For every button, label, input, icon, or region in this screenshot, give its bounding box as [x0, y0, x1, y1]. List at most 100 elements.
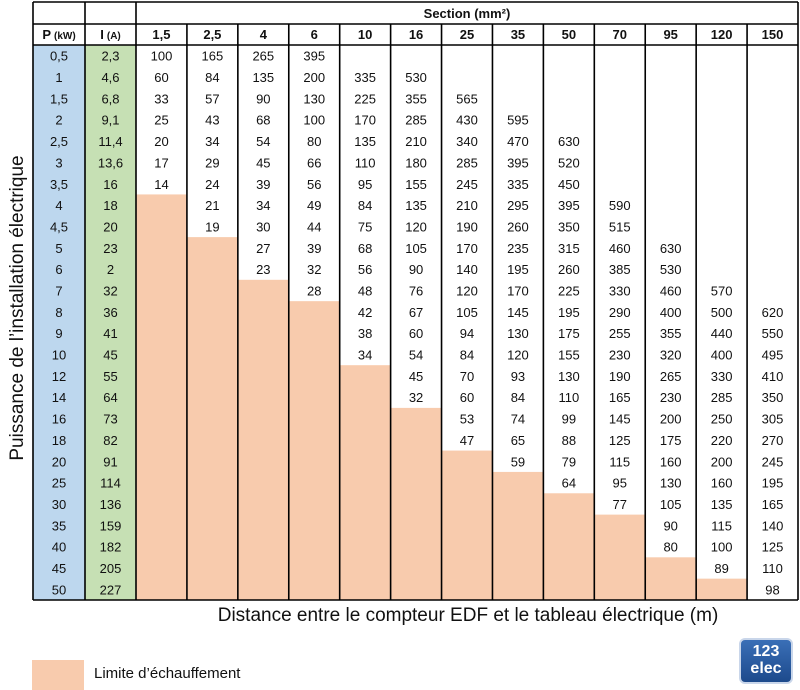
distance-value: 155 — [558, 348, 580, 363]
distance-value: 77 — [613, 497, 627, 512]
distance-value: 335 — [354, 70, 376, 85]
distance-value: 260 — [558, 262, 580, 277]
distance-value: 29 — [205, 155, 219, 170]
logo-number: 123 — [752, 643, 780, 660]
column-header-120: 120 — [711, 27, 733, 42]
distance-value: 255 — [609, 326, 631, 341]
distance-value: 395 — [558, 198, 580, 213]
distance-value: 84 — [460, 348, 474, 363]
distance-value: 220 — [711, 433, 733, 448]
current-value: 114 — [100, 476, 121, 491]
distance-value: 630 — [558, 134, 580, 149]
column-header-25: 25 — [460, 27, 474, 42]
distance-value: 39 — [307, 241, 321, 256]
distance-value: 120 — [456, 283, 478, 298]
distance-value: 98 — [765, 582, 779, 597]
distance-value: 190 — [609, 369, 631, 384]
current-header-label: I — [100, 27, 104, 42]
power-value: 12 — [52, 369, 66, 384]
distance-value: 225 — [354, 91, 376, 106]
distance-value: 270 — [762, 433, 784, 448]
distance-value: 355 — [405, 91, 427, 106]
column-header-70: 70 — [613, 27, 627, 42]
distance-value: 21 — [205, 198, 219, 213]
distance-value: 195 — [762, 476, 784, 491]
distance-value: 200 — [660, 412, 682, 427]
limit-zone-10 — [339, 365, 391, 600]
column-header-2,5: 2,5 — [203, 27, 221, 42]
current-column-fill — [85, 24, 136, 600]
limit-zone-4 — [237, 279, 289, 600]
power-value: 50 — [52, 582, 66, 597]
distance-value: 93 — [511, 369, 525, 384]
distance-value: 285 — [405, 113, 427, 128]
power-value: 0,5 — [50, 49, 68, 64]
distance-value: 570 — [711, 283, 733, 298]
distance-value: 76 — [409, 283, 423, 298]
distance-value: 25 — [154, 113, 168, 128]
distance-value: 34 — [256, 198, 270, 213]
distance-value: 84 — [205, 70, 219, 85]
logo-text: elec — [750, 660, 782, 677]
power-value: 3 — [55, 155, 62, 170]
limit-zone-1,5 — [136, 194, 187, 600]
power-value: 25 — [52, 476, 66, 491]
limit-zone-16 — [390, 407, 442, 600]
distance-value: 200 — [303, 70, 325, 85]
current-value: 9,1 — [101, 113, 119, 128]
brand-logo: 123 elec — [739, 638, 793, 684]
current-value: 227 — [100, 582, 122, 597]
distance-value: 400 — [711, 348, 733, 363]
power-header-unit: (kW) — [54, 31, 76, 42]
distance-value: 160 — [660, 454, 682, 469]
distance-value: 65 — [511, 433, 525, 448]
distance-value: 170 — [354, 113, 376, 128]
distance-value: 290 — [609, 305, 631, 320]
distance-value: 590 — [609, 198, 631, 213]
distance-value: 90 — [256, 91, 270, 106]
distance-value: 165 — [762, 497, 784, 512]
distance-value: 170 — [456, 241, 478, 256]
distance-value: 38 — [358, 326, 372, 341]
distance-value: 95 — [613, 476, 627, 491]
distance-value: 84 — [358, 198, 372, 213]
distance-value: 45 — [256, 155, 270, 170]
distance-value: 335 — [507, 177, 529, 192]
current-column-header: I (A) — [100, 27, 121, 42]
distance-value: 59 — [511, 454, 525, 469]
power-value: 6 — [55, 262, 62, 277]
distance-value: 265 — [252, 49, 274, 64]
power-value: 5 — [55, 241, 62, 256]
distance-value: 530 — [660, 262, 682, 277]
distance-value: 17 — [154, 155, 168, 170]
distance-value: 230 — [609, 348, 631, 363]
distance-value: 170 — [507, 283, 529, 298]
power-value: 1 — [55, 70, 62, 85]
current-value: 2,3 — [101, 49, 119, 64]
distance-value: 190 — [456, 219, 478, 234]
distance-value: 245 — [456, 177, 478, 192]
distance-value: 135 — [252, 70, 274, 85]
power-value: 7 — [55, 283, 62, 298]
distance-value: 100 — [711, 540, 733, 555]
distance-value: 105 — [456, 305, 478, 320]
column-header-35: 35 — [511, 27, 525, 42]
distance-value: 450 — [558, 177, 580, 192]
column-header-16: 16 — [409, 27, 423, 42]
limit-zone-25 — [441, 450, 493, 600]
distance-value: 70 — [460, 369, 474, 384]
distance-value: 495 — [762, 348, 784, 363]
column-header-4: 4 — [260, 27, 268, 42]
distance-value: 28 — [307, 283, 321, 298]
distance-value: 115 — [609, 454, 630, 469]
current-header-bg — [85, 24, 136, 45]
power-value: 3,5 — [50, 177, 68, 192]
distance-value: 53 — [460, 412, 474, 427]
current-value: 41 — [103, 326, 117, 341]
current-value: 205 — [100, 561, 122, 576]
distance-value: 250 — [711, 412, 733, 427]
limit-zone-50 — [543, 493, 595, 600]
distance-value: 95 — [358, 177, 372, 192]
distance-value: 350 — [558, 219, 580, 234]
current-value: 82 — [103, 433, 117, 448]
